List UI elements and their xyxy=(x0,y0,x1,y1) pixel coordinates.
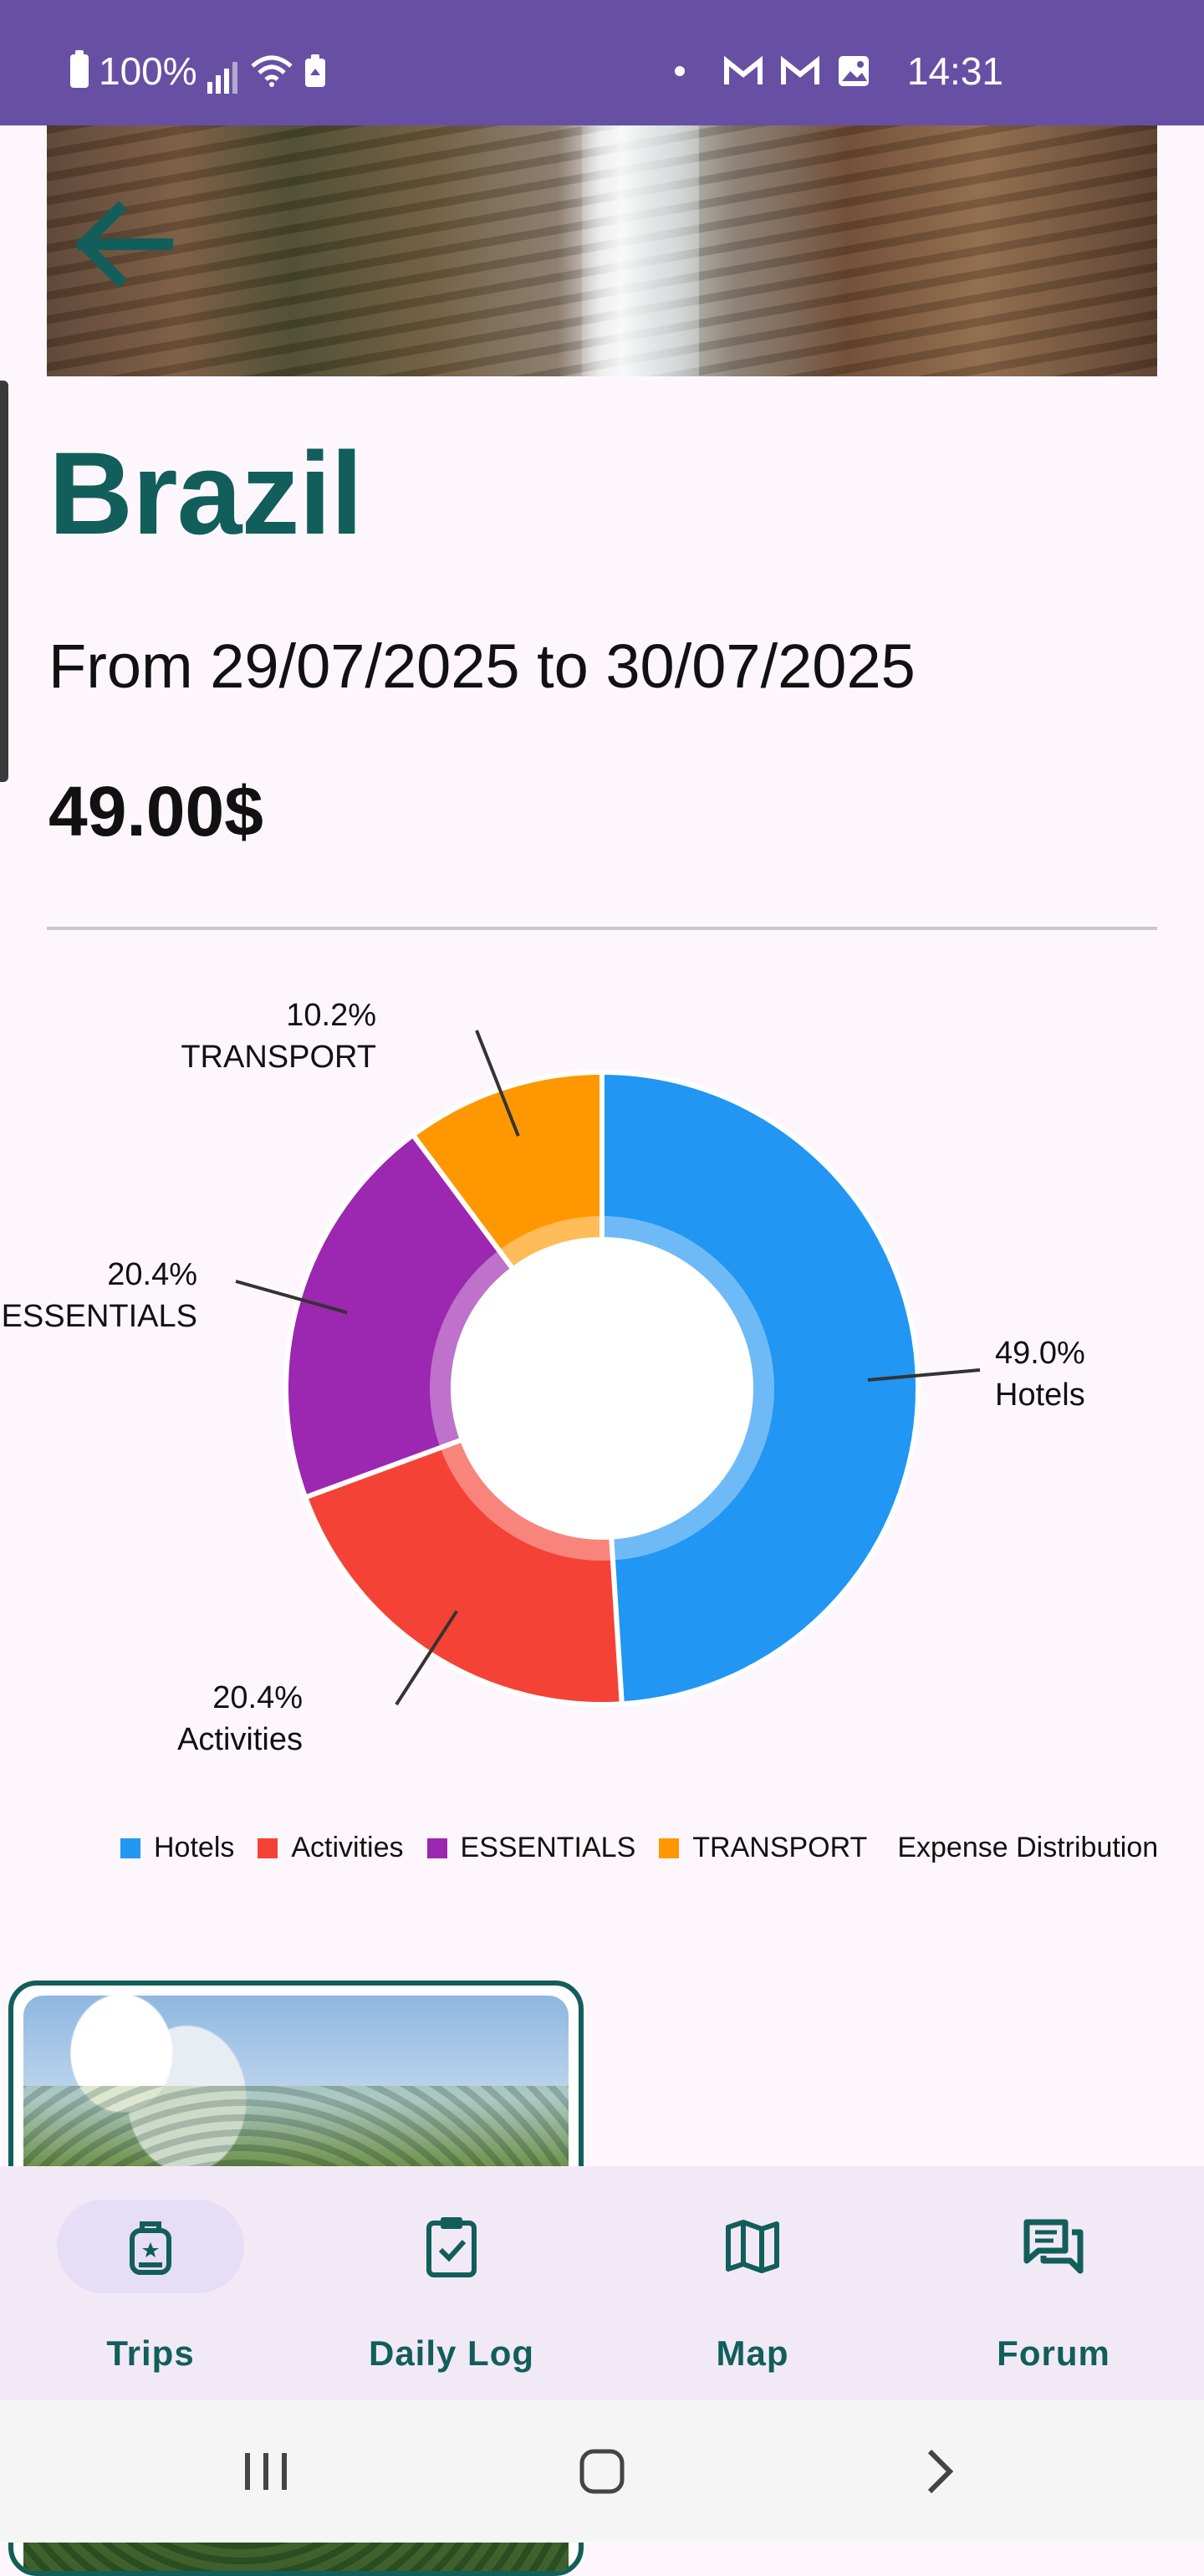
donut-hole xyxy=(453,1239,751,1537)
nav-trips-indicator xyxy=(57,2200,244,2293)
status-bar: 100% 14:31 xyxy=(0,0,1204,125)
recents-icon xyxy=(245,2453,287,2490)
clock: 14:31 xyxy=(906,49,1003,93)
trip-dates: From 29/07/2025 to 30/07/2025 xyxy=(48,631,916,701)
legend-swatch xyxy=(120,1837,140,1858)
nav-forum-indicator xyxy=(960,2200,1147,2293)
clipboard-check-icon xyxy=(426,2217,477,2277)
page-title: Brazil xyxy=(48,427,363,559)
leader-line-transport xyxy=(475,1030,520,1137)
legend-item-transport[interactable]: TRANSPORT xyxy=(659,1832,867,1864)
gmail-icon xyxy=(723,56,763,84)
back-button[interactable] xyxy=(67,194,176,298)
recents-button[interactable] xyxy=(216,2442,316,2501)
arrow-back-icon xyxy=(75,201,173,288)
legend-swatch xyxy=(659,1837,680,1858)
legend-label: Activities xyxy=(291,1832,404,1863)
trip-cover-image xyxy=(47,125,1157,376)
data-label-percent-hotels: 49.0% xyxy=(995,1336,1085,1371)
battery-percent: 100% xyxy=(99,49,197,93)
nav-daily-log-label: Daily Log xyxy=(368,2333,535,2373)
trip-total-cost: 49.00$ xyxy=(48,772,263,851)
data-label-percent-activities: 20.4% xyxy=(212,1680,303,1715)
leader-line-essentials xyxy=(235,1280,348,1315)
expense-chart: 49.0% Hotels 20.4% Activities 20.4% ESSENTIAL… xyxy=(2,998,1085,1757)
data-label-category-hotels: Hotels xyxy=(995,1377,1085,1413)
map-icon xyxy=(726,2220,779,2273)
nav-map-indicator xyxy=(659,2200,846,2293)
legend-swatch xyxy=(258,1837,278,1858)
battery-saver-icon xyxy=(304,54,325,87)
legend-label: Hotels xyxy=(154,1832,235,1863)
legend-item-activities[interactable]: Activities xyxy=(258,1832,404,1864)
battery-icon xyxy=(70,50,89,88)
data-label-percent-essentials: 20.4% xyxy=(107,1257,197,1292)
data-label-category-transport: TRANSPORT xyxy=(181,1040,376,1075)
edge-panel-handle[interactable] xyxy=(0,381,8,782)
dot-icon xyxy=(674,66,685,76)
status-left: 100% xyxy=(70,49,328,94)
chevron-right-icon xyxy=(927,2449,954,2494)
nav-map[interactable]: Map xyxy=(602,2166,903,2400)
nav-map-label: Map xyxy=(716,2333,789,2373)
system-navigation-bar xyxy=(0,2400,1204,2543)
nav-daily-log-indicator xyxy=(358,2200,545,2293)
backpack-icon xyxy=(130,2221,171,2275)
data-label-category-activities: Activities xyxy=(177,1722,303,1757)
chart-description: Expense Distribution xyxy=(897,1832,1159,1863)
status-right: 14:31 xyxy=(674,49,1003,94)
waterfall xyxy=(582,125,699,376)
gmail-icon xyxy=(780,56,819,84)
leader-line-hotels xyxy=(867,1368,981,1383)
divider xyxy=(47,927,1157,930)
back-nav-button[interactable] xyxy=(890,2442,990,2501)
home-icon xyxy=(579,2449,625,2494)
chart-legend: Hotels Activities ESSENTIALS TRANSPORT Expen… xyxy=(120,1832,1158,1864)
data-label-category-essentials: ESSENTIALS xyxy=(2,1299,197,1334)
wifi-icon xyxy=(251,55,293,87)
leader-line-activities xyxy=(395,1610,458,1706)
gallery-icon xyxy=(838,56,869,86)
signal-icon xyxy=(207,49,241,94)
legend-label: ESSENTIALS xyxy=(460,1832,636,1863)
data-label-percent-transport: 10.2% xyxy=(286,998,376,1033)
legend-swatch xyxy=(426,1837,447,1858)
nav-forum[interactable]: Forum xyxy=(903,2166,1204,2400)
legend-label: TRANSPORT xyxy=(692,1832,868,1863)
home-button[interactable] xyxy=(552,2442,652,2501)
nav-trips-label: Trips xyxy=(106,2333,195,2373)
nav-forum-label: Forum xyxy=(997,2333,1110,2373)
pie-inner-ring-transport xyxy=(498,1216,602,1270)
pie-inner-ring-hotels xyxy=(602,1216,774,1561)
bottom-navigation: Trips Daily Log Map Forum xyxy=(0,2166,1204,2400)
nav-daily-log[interactable]: Daily Log xyxy=(301,2166,602,2400)
forum-icon xyxy=(1023,2219,1084,2274)
pie-inner-ring-essentials xyxy=(430,1250,513,1448)
pie-inner-ring-activities xyxy=(440,1439,613,1561)
legend-item-essentials[interactable]: ESSENTIALS xyxy=(426,1832,636,1864)
legend-item-hotels[interactable]: Hotels xyxy=(120,1832,234,1864)
nav-trips[interactable]: Trips xyxy=(0,2166,301,2400)
